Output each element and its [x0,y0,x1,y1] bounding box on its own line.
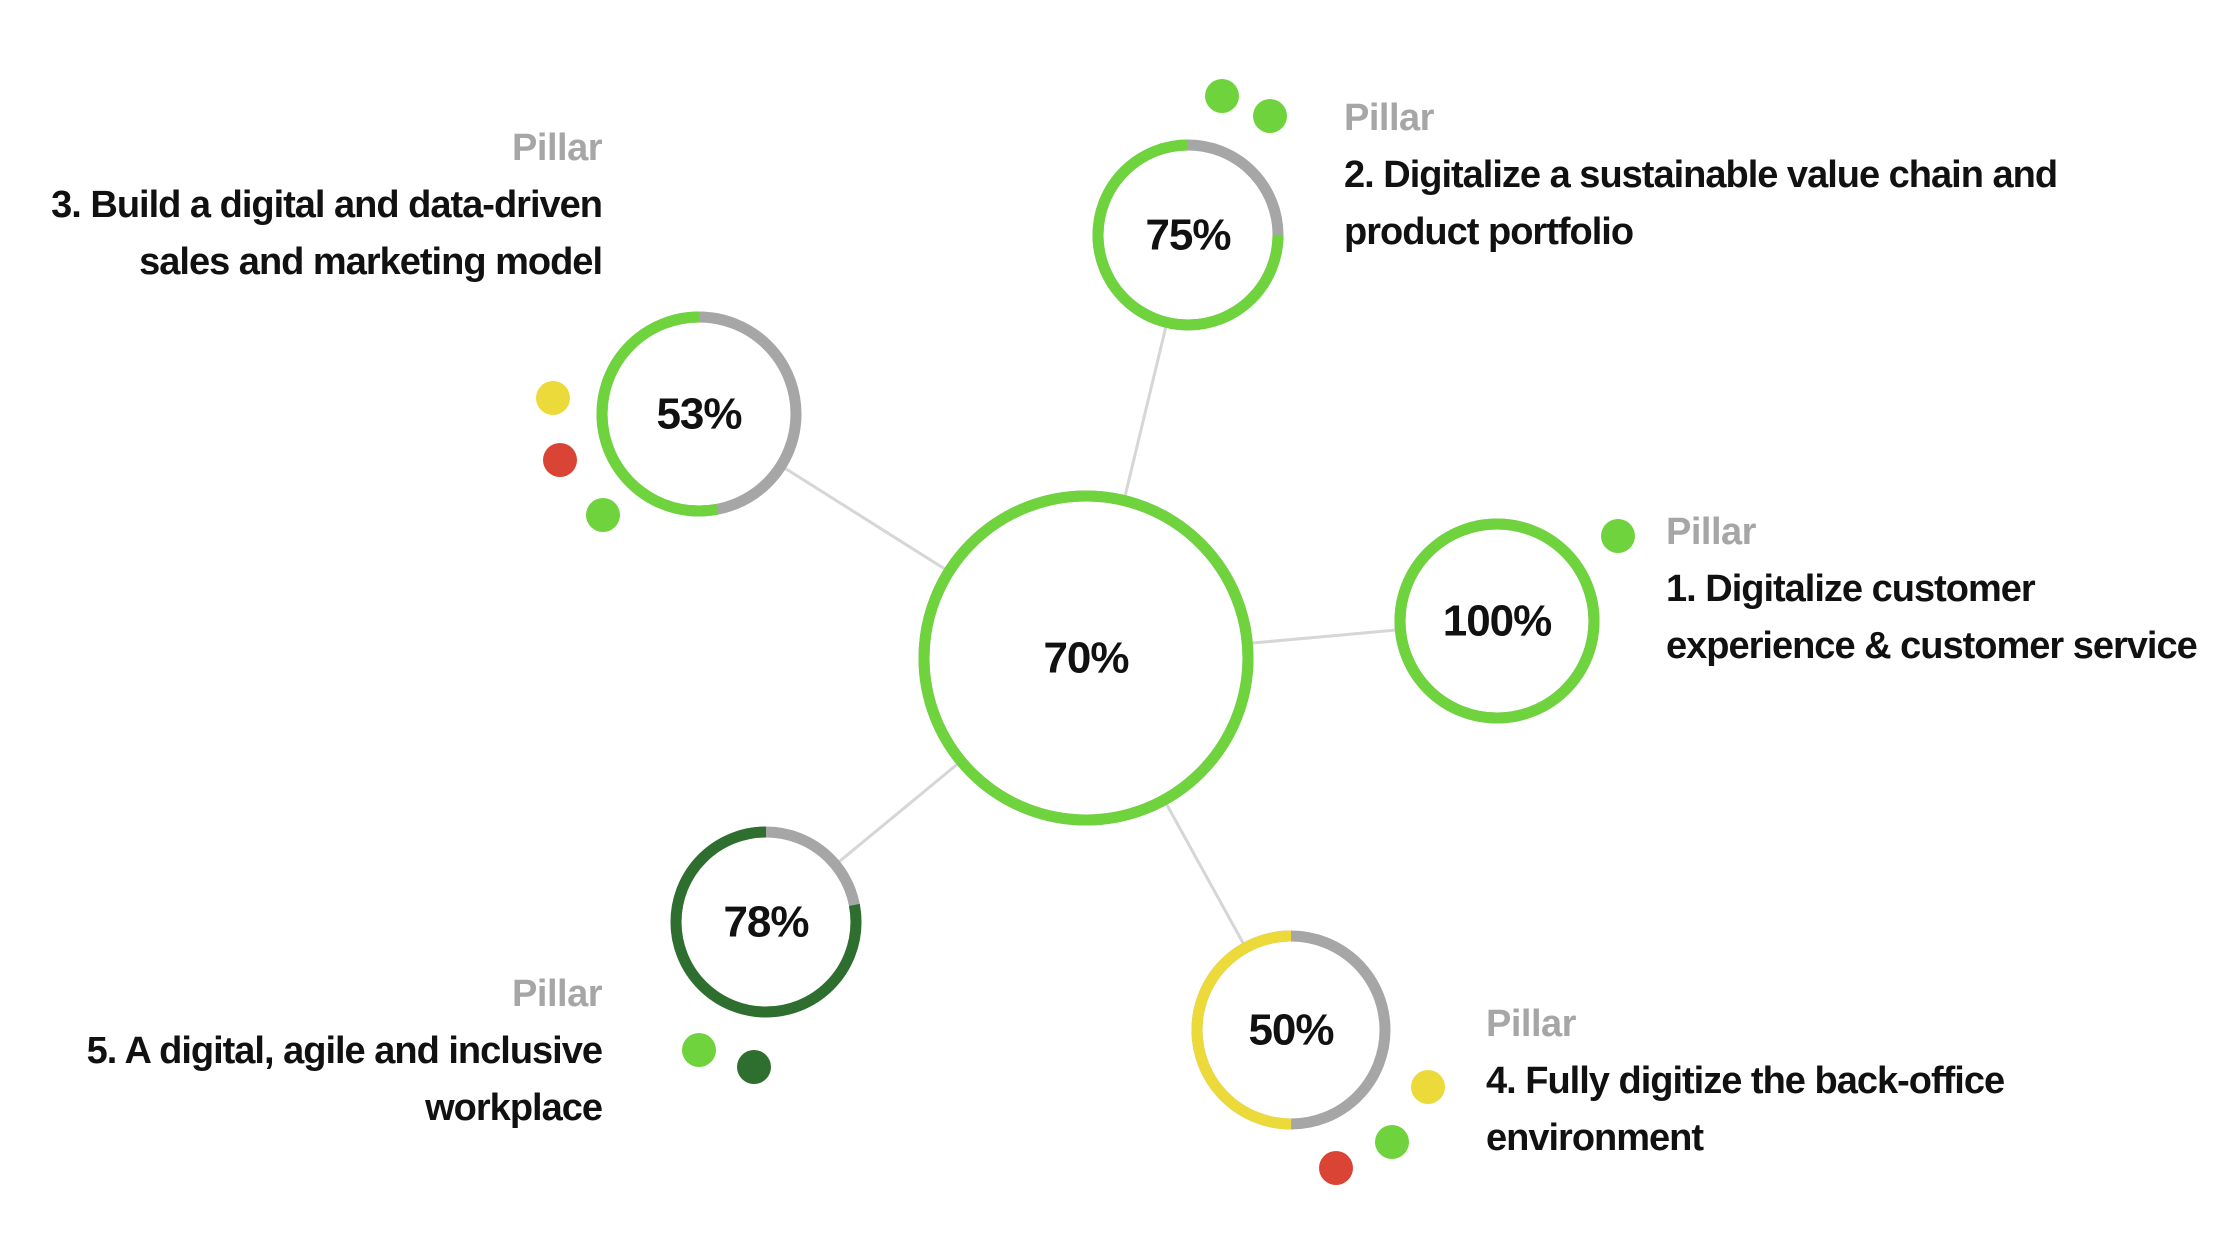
pillar-2-label: Pillar 2. Digitalize a sustainable value… [1344,90,2058,261]
pillar-1-label: Pillar 1. Digitalize customer experience… [1666,504,2198,675]
pillar-2-ring-fill [1092,139,1284,331]
pillar-3-kicker: Pillar [512,127,602,169]
pillar-1-status-dot-1 [1601,519,1635,553]
pillar-5-ring-fill [670,826,862,1018]
pillar-2-kicker: Pillar [1344,97,1434,139]
pillar-5-status-dot-1 [682,1033,716,1067]
progress-rings [596,139,1600,1130]
pillar-2-value: 75% [1145,211,1230,260]
pillar-3-ring-fill [596,311,802,517]
pillar-3-ring [596,311,802,517]
pillar-4-title-line-1: 4. Fully digitize the back-office [1486,1060,2005,1102]
pillar-4-label: Pillar 4. Fully digitize the back-office… [1486,996,2005,1167]
pillar-5-status-dot-2 [737,1050,771,1084]
center-ring [918,490,1254,826]
pillar-5-kicker: Pillar [512,973,602,1015]
pillar-2-title-line-1: 2. Digitalize a sustainable value chain … [1344,154,2058,196]
connector-line-pillar-4 [1164,802,1246,945]
pillar-1-kicker: Pillar [1666,511,1756,553]
pillar-1-title-line-1: 1. Digitalize customer [1666,568,2036,610]
pillar-5-value: 78% [723,898,808,947]
center-value: 70% [1043,634,1128,683]
pillar-4-status-dot-2 [1375,1125,1409,1159]
pillar-4-title-line-2: environment [1486,1117,1704,1159]
pillar-4-status-dot-1 [1411,1070,1445,1104]
pillar-3-label: Pillar 3. Build a digital and data-drive… [51,120,603,291]
pillar-3-value: 53% [656,390,741,439]
pillar-3-status-dot-3 [586,498,620,532]
pillar-5-title-line-1: 5. A digital, agile and inclusive [86,1030,603,1072]
percent-values: 70% 100% 75% 53% 50% 78% [656,211,1552,1055]
pillar-4-kicker: Pillar [1486,1003,1576,1045]
connectors [783,326,1397,945]
center-ring-fill [918,490,1254,826]
pillar-4-ring [1191,930,1391,1130]
pillar-4-status-dot-3 [1319,1151,1353,1185]
pillar-1-ring-fill [1394,518,1600,724]
connector-line-pillar-1 [1251,628,1397,645]
pillar-5-title-line-2: workplace [425,1087,603,1129]
pillar-1-value: 100% [1443,597,1552,646]
pillar-4-value: 50% [1248,1006,1333,1055]
pillar-2-status-dot-1 [1205,79,1239,113]
pillar-5-label: Pillar 5. A digital, agile and inclusive… [86,966,603,1137]
pillar-3-status-dot-1 [536,381,570,415]
pillar-2-status-dot-2 [1253,99,1287,133]
pillar-3-title-line-2: sales and marketing model [139,241,603,283]
pillar-5-ring [670,826,862,1018]
status-dots [536,79,1635,1185]
pillar-2-title-line-2: product portfolio [1344,211,1634,253]
pillar-1-title-line-2: experience & customer service [1666,625,2198,667]
pillar-1-ring [1394,518,1600,724]
connector-line-pillar-2 [1123,326,1168,497]
pillar-3-title-line-1: 3. Build a digital and data-driven [51,184,603,226]
connector-line-pillar-3 [783,466,947,571]
pillar-3-status-dot-2 [543,443,577,477]
pillar-4-ring-fill [1191,930,1391,1130]
connector-line-pillar-5 [837,762,959,864]
pillar-2-ring [1092,139,1284,331]
